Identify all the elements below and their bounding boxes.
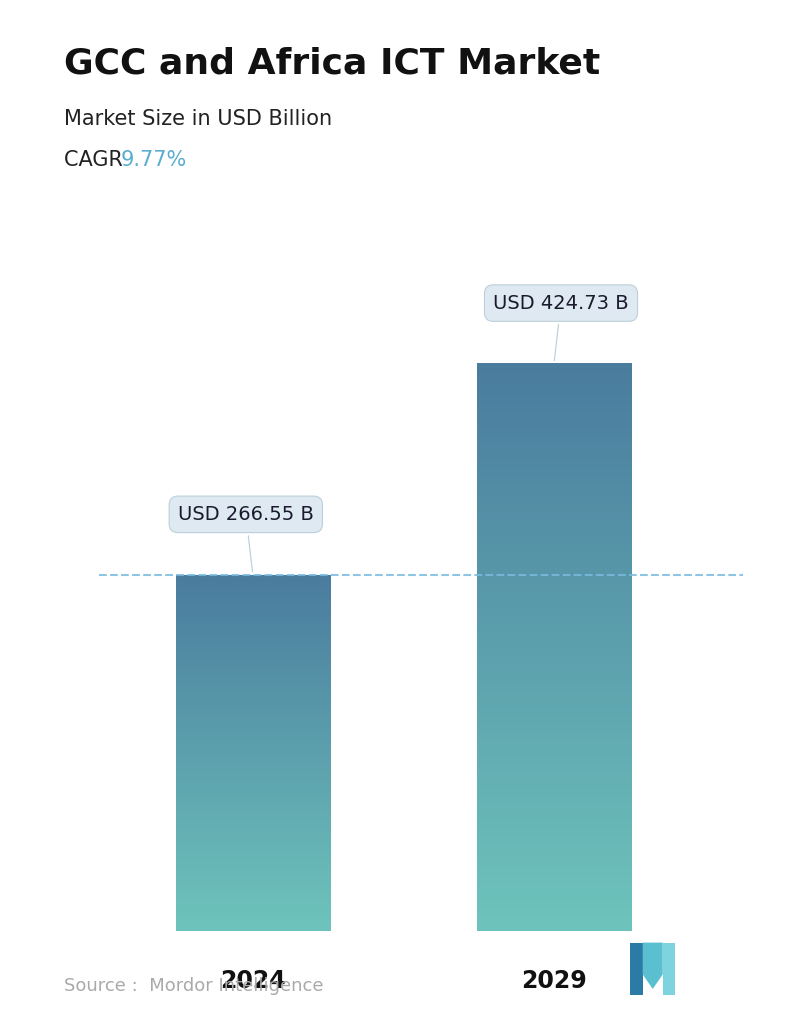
Text: Source :  Mordor Intelligence: Source : Mordor Intelligence — [64, 977, 323, 995]
Text: 9.77%: 9.77% — [121, 150, 187, 170]
Text: USD 424.73 B: USD 424.73 B — [494, 294, 629, 361]
Text: 2024: 2024 — [220, 969, 286, 993]
Text: CAGR: CAGR — [64, 150, 129, 170]
Text: Market Size in USD Billion: Market Size in USD Billion — [64, 109, 332, 128]
Text: GCC and Africa ICT Market: GCC and Africa ICT Market — [64, 47, 600, 81]
Text: 2029: 2029 — [521, 969, 587, 993]
Text: USD 266.55 B: USD 266.55 B — [178, 505, 314, 572]
